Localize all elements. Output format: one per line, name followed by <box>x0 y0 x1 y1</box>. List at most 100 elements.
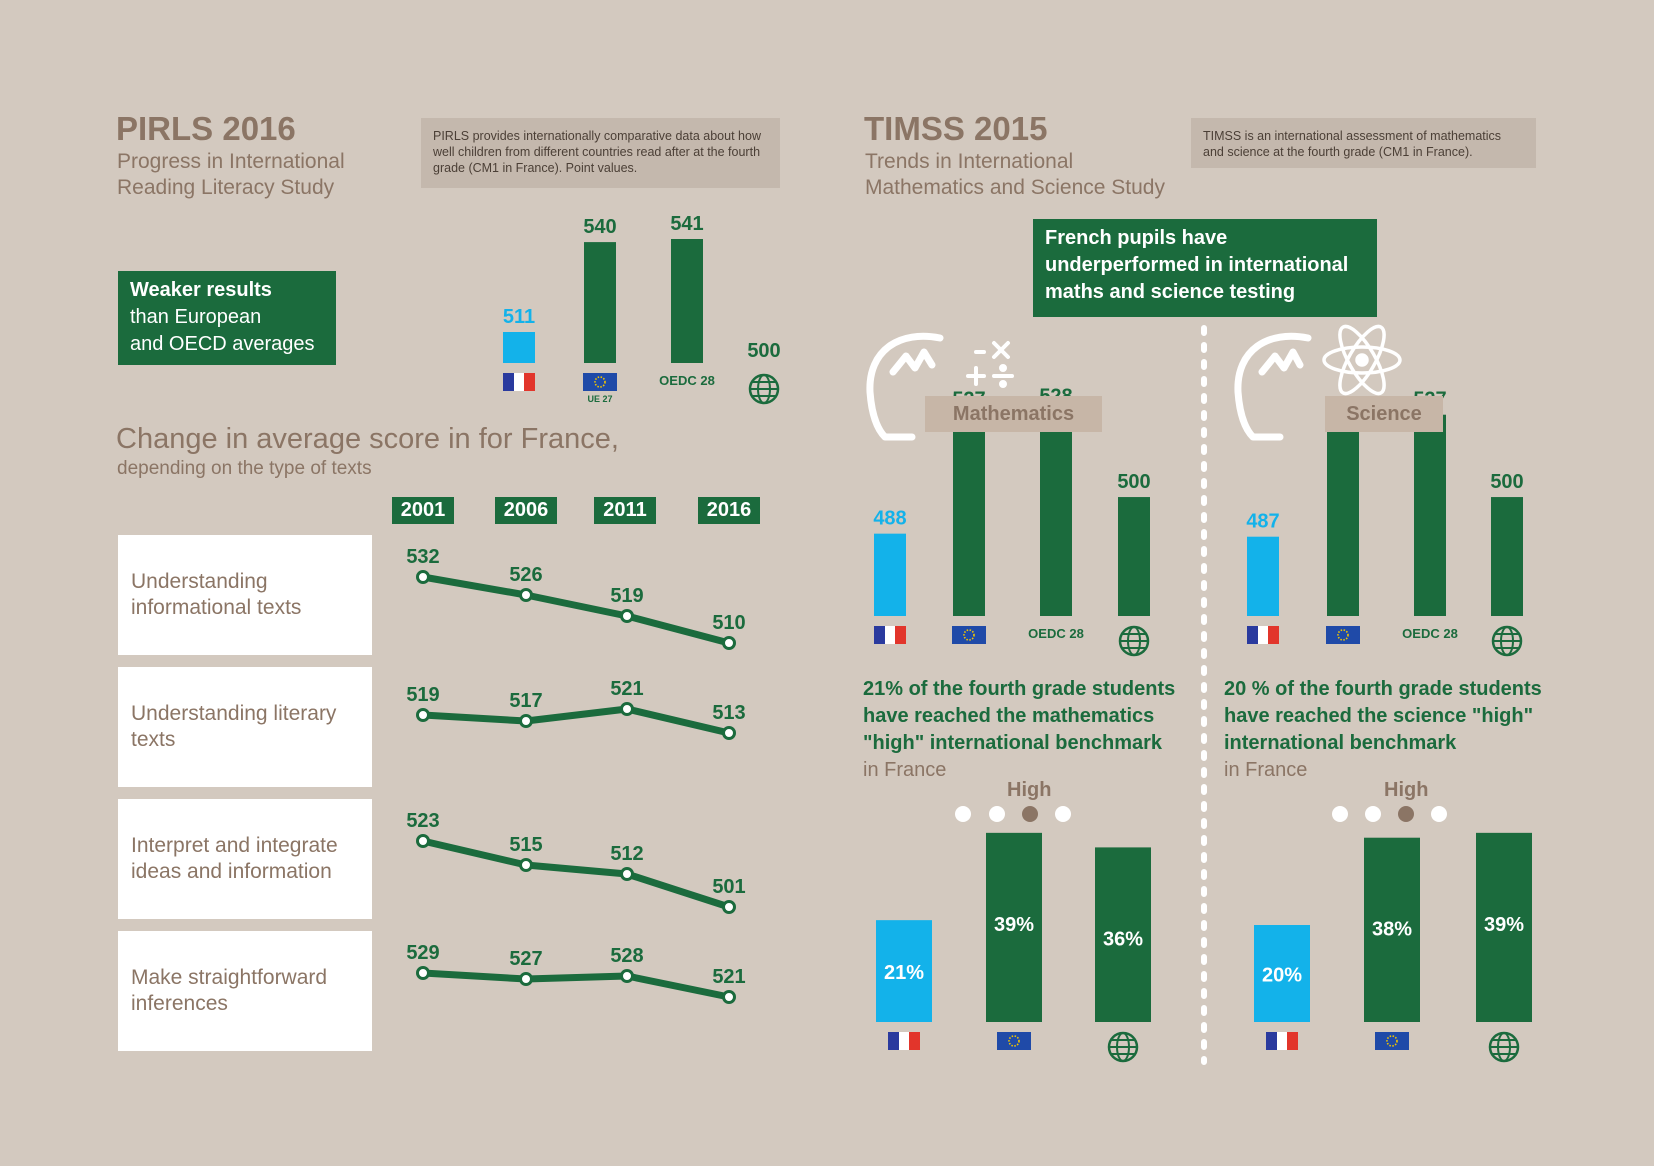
globe-icon <box>748 373 780 405</box>
oecd-label: OEDC 28 <box>1402 626 1458 641</box>
bar <box>1327 420 1359 616</box>
bar-value-label: 36% <box>1103 928 1143 950</box>
math-high-benchmark-chart: 21% 39% 36% <box>876 832 1151 1063</box>
trend-point <box>519 714 533 728</box>
trend-value-label: 501 <box>712 876 745 898</box>
science-high-benchmark-chart: 20% 38% 39% <box>1254 832 1532 1063</box>
bar-value-label: 500 <box>1117 471 1150 493</box>
trend-point <box>620 702 634 716</box>
trend-point <box>519 858 533 872</box>
pirls-info-box: PIRLS provides internationally comparati… <box>421 118 780 188</box>
science-benchmark-text: 20 % of the fourth grade students have r… <box>1224 678 1542 781</box>
trend-point <box>519 588 533 602</box>
bar <box>1118 497 1150 616</box>
bar-value-label: 39% <box>994 914 1034 936</box>
trend-value-label: 521 <box>712 966 745 988</box>
pirls-legend-icons: UE 27 OEDC 28 <box>503 372 780 405</box>
globe-icon <box>1488 1031 1520 1063</box>
bar <box>1040 411 1072 616</box>
trend-value-label: 519 <box>406 684 439 706</box>
bar <box>1095 847 1151 1022</box>
pirls-title: PIRLS 2016 <box>116 110 296 147</box>
oecd-label: OEDC 28 <box>659 373 715 388</box>
bar <box>584 242 616 363</box>
bar <box>1414 414 1446 616</box>
trend-value-label: 510 <box>712 612 745 634</box>
text-type-row: Make straightforward inferences <box>118 931 372 1051</box>
oecd-label: OEDC 28 <box>1028 626 1084 641</box>
bar <box>1364 837 1420 1022</box>
year-label: 2001 <box>392 497 454 524</box>
pirls-callout: Weaker results than European and OECD av… <box>118 271 336 365</box>
text-type-row: Understanding informational texts <box>118 535 372 655</box>
trend-point <box>722 990 736 1004</box>
trend-line <box>419 837 733 911</box>
change-subtitle: depending on the type of texts <box>117 458 372 479</box>
bar-value-label: 540 <box>583 216 616 238</box>
bar-value-label: 21% <box>884 962 924 984</box>
trend-value-label: 532 <box>406 546 439 568</box>
bar <box>876 920 932 1022</box>
bar <box>671 239 703 363</box>
text-type-row: Interpret and integrate ideas and inform… <box>118 799 372 919</box>
bar <box>503 332 535 363</box>
math-label: Mathematics <box>925 396 1102 432</box>
year-label: 2016 <box>698 497 760 524</box>
eu-flag-icon <box>951 625 987 645</box>
trend-point <box>722 726 736 740</box>
bar <box>1476 832 1532 1022</box>
bar-value-label: 488 <box>873 508 906 530</box>
timss-title: TIMSS 2015 <box>864 110 1048 147</box>
bar-value-label: 500 <box>1490 471 1523 493</box>
trend-value-label: 512 <box>610 843 643 865</box>
trend-point <box>416 834 430 848</box>
trend-series: 519 517 521 513 <box>406 678 746 740</box>
trend-series: 523 515 512 501 <box>406 810 746 914</box>
bar <box>953 414 985 616</box>
pirls-bar-chart: 511 540 541 500 <box>503 213 781 363</box>
trend-value-label: 521 <box>610 678 643 700</box>
france-flag-icon <box>874 626 906 644</box>
eu27-label: UE 27 <box>587 394 612 404</box>
trend-point <box>519 972 533 986</box>
year-label: 2006 <box>495 497 557 524</box>
trend-series: 532 526 519 510 <box>406 546 746 650</box>
timss-subtitle: Trends in International Mathematics and … <box>865 150 1165 199</box>
trend-point <box>620 609 634 623</box>
trend-value-label: 529 <box>406 942 439 964</box>
trend-value-label: 527 <box>509 948 542 970</box>
trend-point <box>416 966 430 980</box>
eu-flag-icon <box>1325 625 1361 645</box>
trend-value-label: 526 <box>509 564 542 586</box>
trend-line <box>419 573 733 647</box>
pirls-subtitle: Progress in International Reading Litera… <box>117 150 345 199</box>
text-type-row: Understanding literary texts <box>118 667 372 787</box>
bar-value-label: 541 <box>670 213 703 235</box>
science-high-label: High <box>1384 779 1429 801</box>
timss-info-box: TIMSS is an international assessment of … <box>1191 118 1536 168</box>
bar <box>986 832 1042 1022</box>
year-label: 2011 <box>594 497 656 524</box>
science-head-icon <box>1234 332 1312 441</box>
trend-point <box>620 867 634 881</box>
trend-value-label: 515 <box>509 834 542 856</box>
bar <box>1247 536 1279 616</box>
globe-icon <box>1107 1031 1139 1063</box>
bar <box>1491 497 1523 616</box>
trend-point <box>416 570 430 584</box>
math-benchmark-text: 21% of the fourth grade students have re… <box>863 678 1176 781</box>
bar-value-label: 39% <box>1484 914 1524 936</box>
science-level-dots <box>1332 806 1447 822</box>
trend-value-label: 528 <box>610 945 643 967</box>
eu-flag-icon <box>1374 1031 1410 1051</box>
france-flag-icon <box>503 373 535 391</box>
trend-point <box>722 900 736 914</box>
trend-value-label: 523 <box>406 810 439 832</box>
trend-point <box>620 969 634 983</box>
france-flag-icon <box>888 1032 920 1050</box>
eu-flag-icon <box>582 372 618 392</box>
trend-value-label: 519 <box>610 585 643 607</box>
science-label: Science <box>1325 396 1443 432</box>
trend-point <box>416 708 430 722</box>
bar-value-label: 38% <box>1372 919 1412 941</box>
